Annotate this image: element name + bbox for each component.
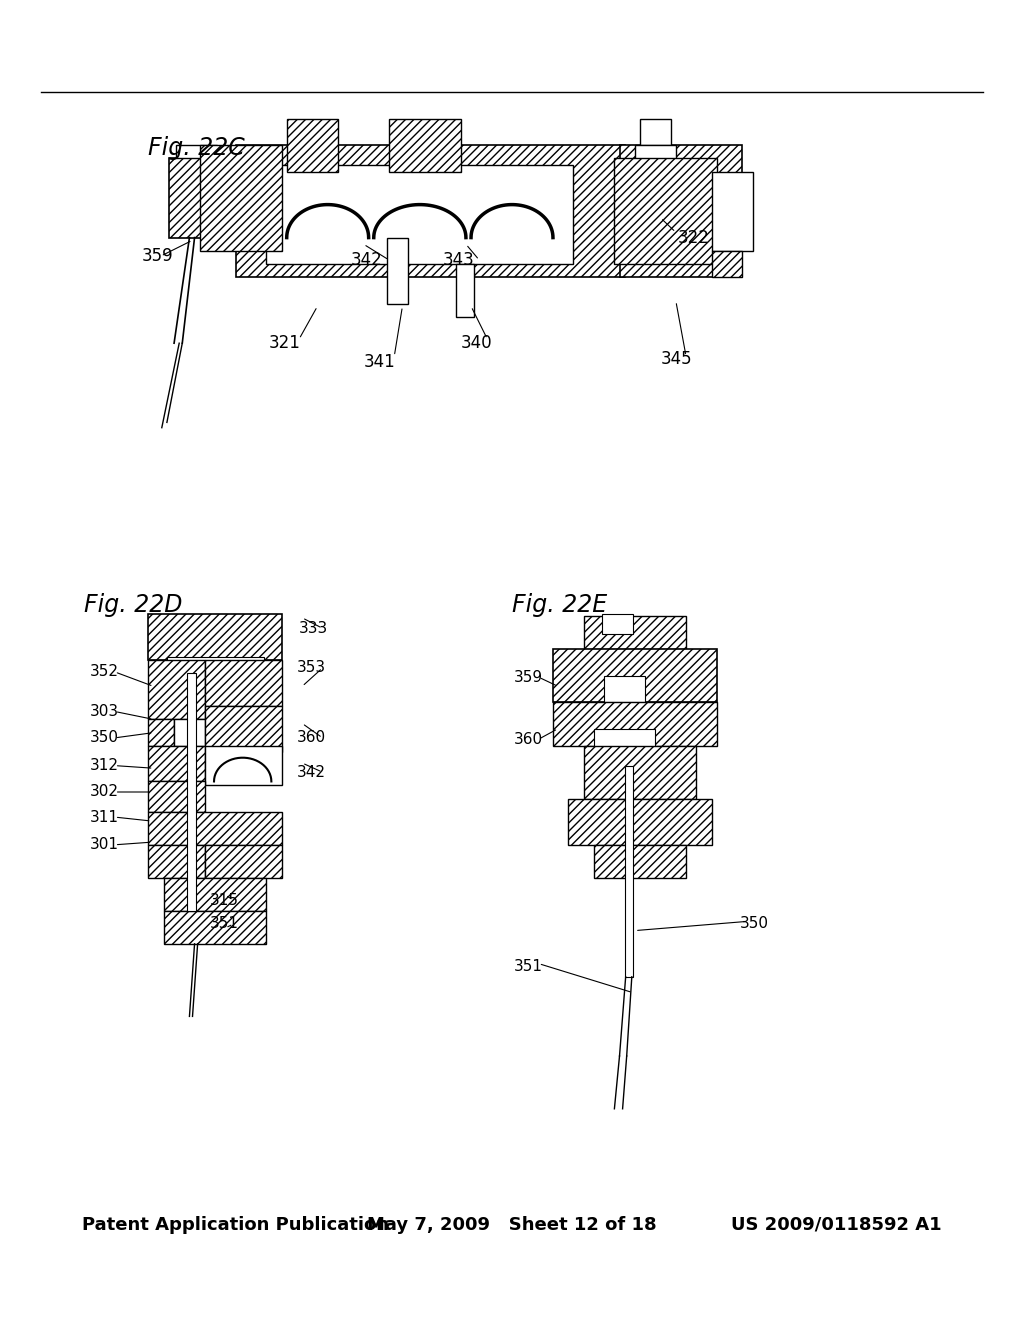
Bar (594, 729, 655, 755)
Text: 311: 311 (90, 809, 119, 825)
Bar (584, 616, 686, 649)
Bar (200, 145, 282, 251)
Bar (625, 766, 633, 977)
Bar (148, 614, 282, 660)
Text: 322: 322 (678, 228, 710, 247)
Text: 312: 312 (90, 758, 119, 774)
Text: Fig. 22E: Fig. 22E (512, 593, 607, 616)
Text: Fig. 22C: Fig. 22C (148, 136, 245, 160)
Bar (553, 649, 717, 702)
Bar (712, 172, 753, 251)
Bar (187, 673, 196, 911)
Bar (640, 119, 671, 145)
Bar (148, 660, 205, 719)
Text: 350: 350 (90, 730, 119, 746)
Text: 341: 341 (364, 352, 395, 371)
Bar (594, 845, 686, 878)
Text: 345: 345 (660, 350, 692, 368)
Text: 351: 351 (210, 916, 239, 932)
Bar (635, 145, 676, 172)
Bar (164, 878, 266, 911)
Text: 340: 340 (461, 334, 493, 352)
Bar (176, 145, 217, 158)
Bar (387, 238, 408, 304)
Text: 302: 302 (90, 784, 119, 800)
Text: 321: 321 (268, 334, 300, 352)
Text: 301: 301 (90, 837, 119, 853)
Text: 333: 333 (299, 620, 329, 636)
Text: 360: 360 (514, 731, 543, 747)
Bar (604, 676, 645, 702)
Bar (584, 746, 696, 799)
Bar (287, 119, 338, 172)
Text: 343: 343 (442, 251, 474, 269)
Text: 315: 315 (210, 892, 239, 908)
Text: US 2009/0118592 A1: US 2009/0118592 A1 (731, 1216, 942, 1234)
Text: 359: 359 (141, 247, 173, 265)
Bar (266, 165, 573, 264)
Text: 342: 342 (350, 251, 382, 269)
Bar (602, 614, 633, 634)
Text: 360: 360 (297, 730, 326, 746)
Bar (712, 251, 742, 277)
Text: Patent Application Publication: Patent Application Publication (82, 1216, 389, 1234)
Bar (169, 158, 225, 238)
Bar (568, 799, 712, 845)
Bar (148, 746, 205, 781)
Bar (236, 145, 625, 277)
Text: Fig. 22D: Fig. 22D (84, 593, 182, 616)
Bar (205, 660, 282, 706)
Bar (174, 719, 205, 746)
Bar (164, 911, 266, 944)
Bar (167, 657, 264, 664)
Bar (389, 119, 461, 172)
Text: 353: 353 (297, 660, 326, 676)
Bar (148, 845, 205, 878)
Text: 352: 352 (90, 664, 119, 680)
Bar (148, 812, 282, 845)
Bar (456, 264, 474, 317)
Text: 342: 342 (297, 764, 326, 780)
Bar (148, 719, 174, 746)
Bar (614, 158, 717, 264)
Text: 303: 303 (90, 704, 119, 719)
Bar (553, 702, 717, 746)
Bar (148, 781, 205, 812)
Bar (205, 706, 282, 752)
Bar (205, 746, 282, 785)
Text: 351: 351 (514, 958, 543, 974)
Text: 359: 359 (514, 669, 543, 685)
Bar (205, 845, 282, 878)
Text: May 7, 2009   Sheet 12 of 18: May 7, 2009 Sheet 12 of 18 (368, 1216, 656, 1234)
Text: 350: 350 (739, 916, 768, 932)
Bar (620, 145, 742, 277)
